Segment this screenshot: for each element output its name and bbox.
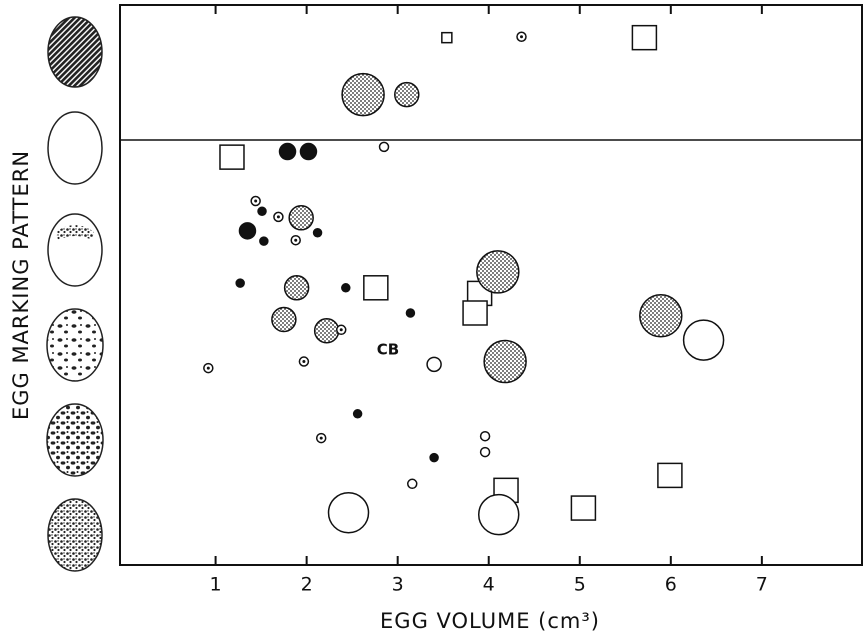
stippled-circle <box>639 294 683 338</box>
filled-circle <box>299 142 318 161</box>
square-marker <box>441 31 453 44</box>
ring-center <box>339 328 343 332</box>
open-circle <box>479 446 491 458</box>
x-tick-label: 7 <box>756 574 768 596</box>
ring-center <box>302 360 306 364</box>
stippled-circle <box>394 81 420 108</box>
square-marker <box>657 462 683 489</box>
x-tick-label: 2 <box>301 574 313 596</box>
stippled-circle <box>288 205 314 231</box>
plot-frame <box>119 4 863 566</box>
stippled-circle <box>476 250 520 294</box>
filled-circle <box>429 452 439 463</box>
open-circle <box>426 356 442 373</box>
square-marker <box>219 144 245 170</box>
stippled-circle <box>313 317 340 344</box>
x-tick-label: 5 <box>574 574 586 596</box>
open-circle <box>406 478 418 490</box>
filled-circle <box>238 222 257 240</box>
filled-circle <box>257 206 267 217</box>
x-tick-label: 6 <box>665 574 677 596</box>
square-marker <box>363 275 389 301</box>
open-circle <box>479 430 491 442</box>
y-axis-title: EGG MARKING PATTERN <box>9 150 33 420</box>
x-tick-label: 4 <box>483 574 495 596</box>
ring-center <box>206 366 210 370</box>
egg-icon <box>47 16 103 88</box>
egg-icon <box>47 498 103 572</box>
ring-center <box>254 199 258 203</box>
open-circle <box>327 491 370 534</box>
egg-icons <box>46 16 104 572</box>
filled-circle <box>405 308 416 318</box>
x-axis-title: EGG VOLUME (cm³) <box>380 609 600 633</box>
filled-circle <box>235 278 245 288</box>
annotation: CB <box>377 341 399 359</box>
stippled-circle <box>283 275 310 301</box>
square-marker <box>462 300 488 326</box>
egg-cap <box>56 225 94 240</box>
filled-circle <box>341 283 351 293</box>
filled-circle <box>278 142 297 161</box>
ring-center <box>276 215 280 219</box>
open-circle <box>378 141 390 153</box>
x-tick-label: 1 <box>210 574 222 596</box>
ring-center <box>294 238 298 242</box>
filled-circle <box>312 227 323 238</box>
ring-center <box>519 35 523 39</box>
open-circle <box>682 319 725 361</box>
stippled-circle <box>483 339 527 384</box>
egg-icon <box>47 213 103 287</box>
square-marker <box>631 24 658 51</box>
egg-icon <box>46 308 104 382</box>
stippled-circle <box>271 306 297 333</box>
stippled-circle <box>341 72 385 117</box>
egg-icon <box>46 403 104 477</box>
square-marker <box>570 495 597 521</box>
filled-circle <box>259 236 269 246</box>
filled-circle <box>352 409 363 419</box>
x-tick-label: 3 <box>392 574 404 596</box>
egg-icon <box>47 111 103 185</box>
ring-center <box>319 436 323 440</box>
open-circle <box>477 493 520 536</box>
